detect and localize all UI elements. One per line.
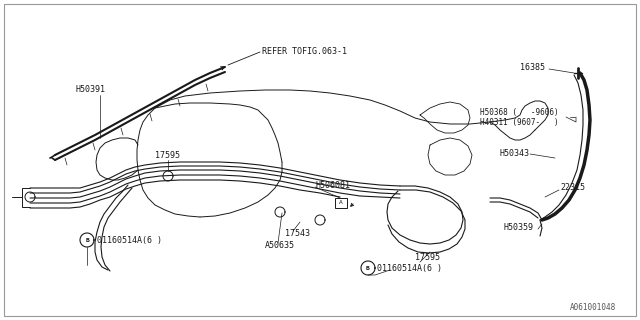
Text: 17543: 17543	[285, 229, 310, 238]
Bar	[335, 198, 347, 208]
Text: H50343: H50343	[500, 148, 530, 157]
Text: 22315: 22315	[560, 183, 585, 193]
Text: A061001048: A061001048	[570, 303, 616, 313]
Text: 17595: 17595	[155, 150, 180, 159]
Text: H50391: H50391	[75, 85, 105, 94]
Text: H50359: H50359	[503, 223, 533, 233]
Text: 01160514A(6 ): 01160514A(6 )	[377, 265, 442, 274]
Text: H506081: H506081	[315, 180, 350, 189]
Text: B: B	[85, 237, 89, 243]
Text: A50635: A50635	[265, 242, 295, 251]
Text: H50368 (   -9606): H50368 ( -9606)	[480, 108, 559, 116]
Text: 16385: 16385	[520, 63, 545, 73]
Text: B: B	[366, 266, 370, 270]
Text: 17595: 17595	[415, 253, 440, 262]
Text: A: A	[339, 201, 343, 205]
Text: 01160514A(6 ): 01160514A(6 )	[97, 236, 162, 245]
Text: REFER TOFIG.063-1: REFER TOFIG.063-1	[262, 46, 347, 55]
Text: H40311 (9607-   ): H40311 (9607- )	[480, 117, 559, 126]
